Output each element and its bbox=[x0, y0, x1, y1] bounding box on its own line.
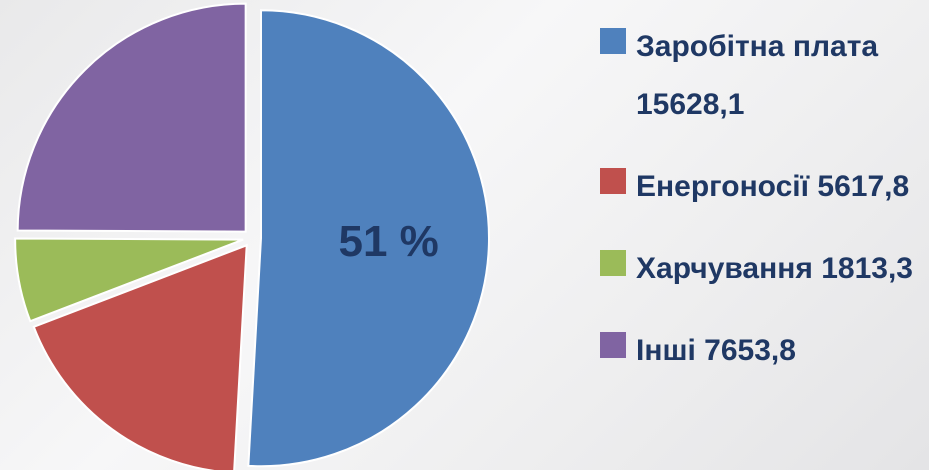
pie-slice bbox=[247, 9, 490, 468]
legend-item: Інші 7653,8 bbox=[600, 322, 920, 380]
legend-swatch bbox=[600, 28, 626, 54]
legend-text: Заробітна плата 15628,1 bbox=[636, 18, 920, 134]
legend-value: 15628,1 bbox=[636, 88, 745, 121]
legend-name: Енергоносії bbox=[636, 170, 810, 203]
pie-slice bbox=[16, 2, 247, 233]
legend-name: Заробітна плата bbox=[636, 30, 879, 63]
legend-swatch bbox=[600, 168, 626, 194]
legend-text: Енергоносії 5617,8 bbox=[636, 158, 920, 216]
legend-text: Інші 7653,8 bbox=[636, 322, 920, 380]
slice-label: 51 % bbox=[338, 217, 438, 266]
legend-swatch bbox=[600, 332, 626, 358]
legend-item: Харчування 1813,3 bbox=[600, 240, 920, 298]
legend-item: Енергоносії 5617,8 bbox=[600, 158, 920, 216]
legend-value: 1813,3 bbox=[821, 252, 913, 285]
legend-text: Харчування 1813,3 bbox=[636, 240, 920, 298]
legend-name: Інші bbox=[636, 334, 696, 367]
legend: Заробітна плата 15628,1 Енергоносії 5617,… bbox=[600, 18, 920, 404]
legend-value: 7653,8 bbox=[704, 334, 796, 367]
legend-name: Харчування bbox=[636, 252, 813, 285]
legend-swatch bbox=[600, 250, 626, 276]
legend-value: 5617,8 bbox=[817, 170, 910, 203]
pie-slice bbox=[14, 237, 244, 323]
legend-item: Заробітна плата 15628,1 bbox=[600, 18, 920, 134]
